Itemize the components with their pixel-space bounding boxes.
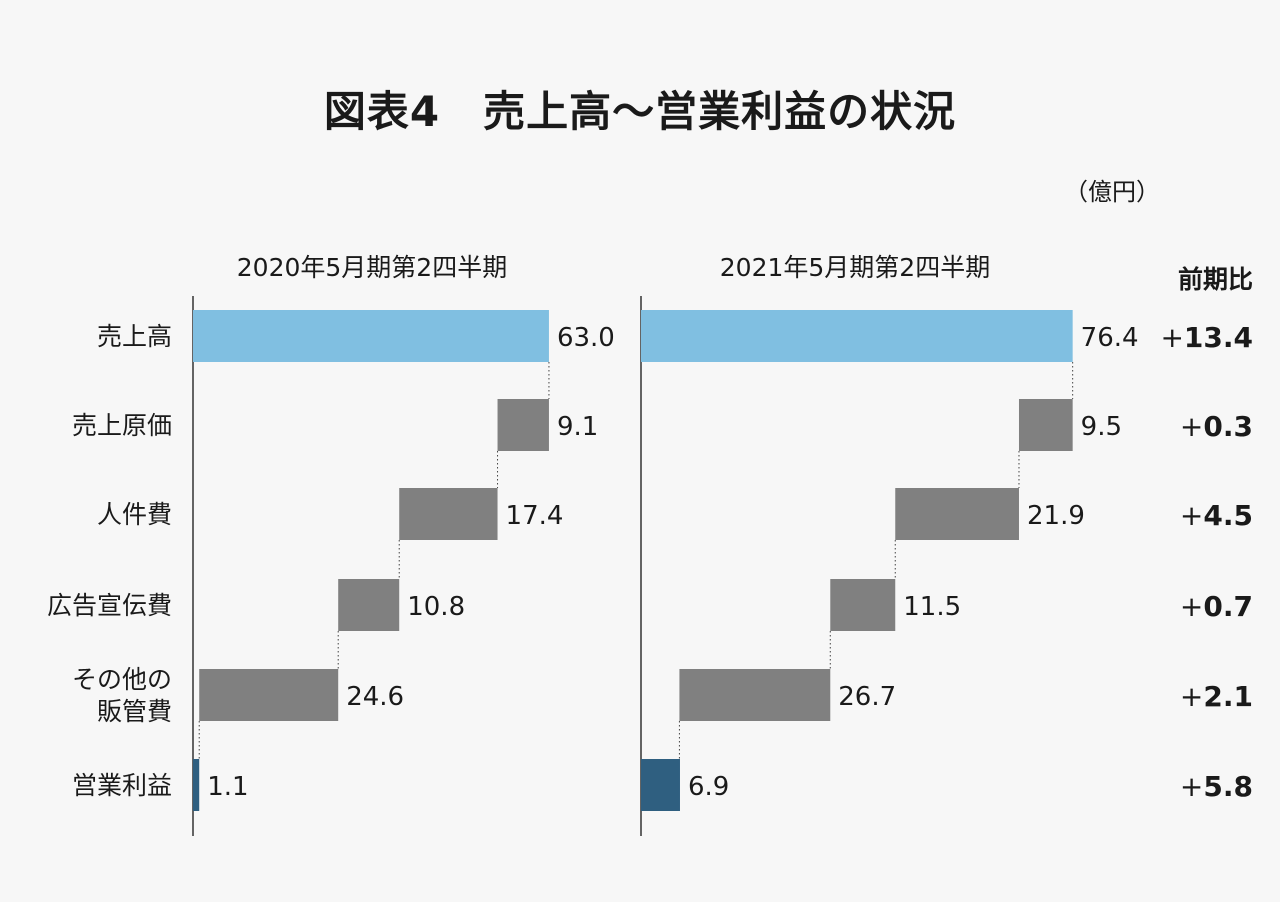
bar [1018, 399, 1073, 451]
category-label: 売上高 [97, 322, 172, 351]
data-label: 17.4 [506, 501, 564, 531]
comparison-value: +13.4 [1160, 321, 1253, 354]
comparison-header: 前期比 [1178, 265, 1253, 294]
comparison-value: +4.5 [1180, 499, 1253, 532]
data-label: 1.1 [207, 772, 248, 802]
bar [193, 759, 200, 811]
series-header: 2021年5月期第2四半期 [720, 253, 990, 282]
category-label-line: 売上高 [97, 322, 172, 351]
data-label: 10.8 [407, 592, 465, 622]
category-label: その他の販管費 [72, 665, 172, 726]
category-label-line: 販管費 [97, 697, 172, 726]
data-label: 6.9 [688, 772, 729, 802]
category-label-line: その他の [72, 665, 172, 694]
comparison-sign: + [1180, 590, 1203, 623]
data-label: 9.1 [557, 412, 598, 442]
comparison-value: +0.3 [1180, 410, 1253, 443]
data-label: 9.5 [1081, 412, 1122, 442]
unit-label: （億円） [1064, 178, 1160, 206]
data-label: 26.7 [838, 682, 896, 712]
comparison-number: 0.7 [1203, 590, 1253, 623]
category-label-line: 人件費 [97, 500, 172, 529]
comparison-number: 0.3 [1203, 410, 1253, 443]
bar [830, 579, 896, 631]
category-label: 営業利益 [72, 771, 172, 800]
comparison-sign: + [1160, 321, 1183, 354]
chart-title: 図表4 売上高～営業利益の状況 [323, 87, 957, 136]
data-label: 11.5 [903, 592, 961, 622]
comparison-sign: + [1180, 770, 1203, 803]
data-label: 21.9 [1027, 501, 1085, 531]
comparison-sign: + [1180, 680, 1203, 713]
comparison-number: 4.5 [1203, 499, 1253, 532]
bar [193, 310, 549, 362]
category-label: 人件費 [97, 500, 172, 529]
comparison-number: 13.4 [1184, 321, 1253, 354]
comparison-value: +5.8 [1180, 770, 1253, 803]
comparison-sign: + [1180, 410, 1203, 443]
comparison-value: +0.7 [1180, 590, 1253, 623]
data-label: 63.0 [557, 323, 615, 353]
category-label-line: 売上原価 [72, 411, 172, 440]
category-label-line: 営業利益 [72, 771, 172, 800]
comparison-number: 5.8 [1203, 770, 1253, 803]
bar [338, 579, 400, 631]
bar [679, 669, 831, 721]
category-label-line: 広告宣伝費 [47, 591, 172, 620]
bar [641, 759, 680, 811]
category-label: 売上原価 [72, 411, 172, 440]
comparison-sign: + [1180, 499, 1203, 532]
bar [641, 310, 1073, 362]
category-label: 広告宣伝費 [47, 591, 172, 620]
bar [497, 399, 549, 451]
comparison-value: +2.1 [1180, 680, 1253, 713]
bar [199, 669, 339, 721]
series-header: 2020年5月期第2四半期 [237, 253, 507, 282]
bar [399, 488, 498, 540]
comparison-number: 2.1 [1203, 680, 1253, 713]
data-label: 76.4 [1081, 323, 1139, 353]
bar [895, 488, 1019, 540]
data-label: 24.6 [346, 682, 404, 712]
